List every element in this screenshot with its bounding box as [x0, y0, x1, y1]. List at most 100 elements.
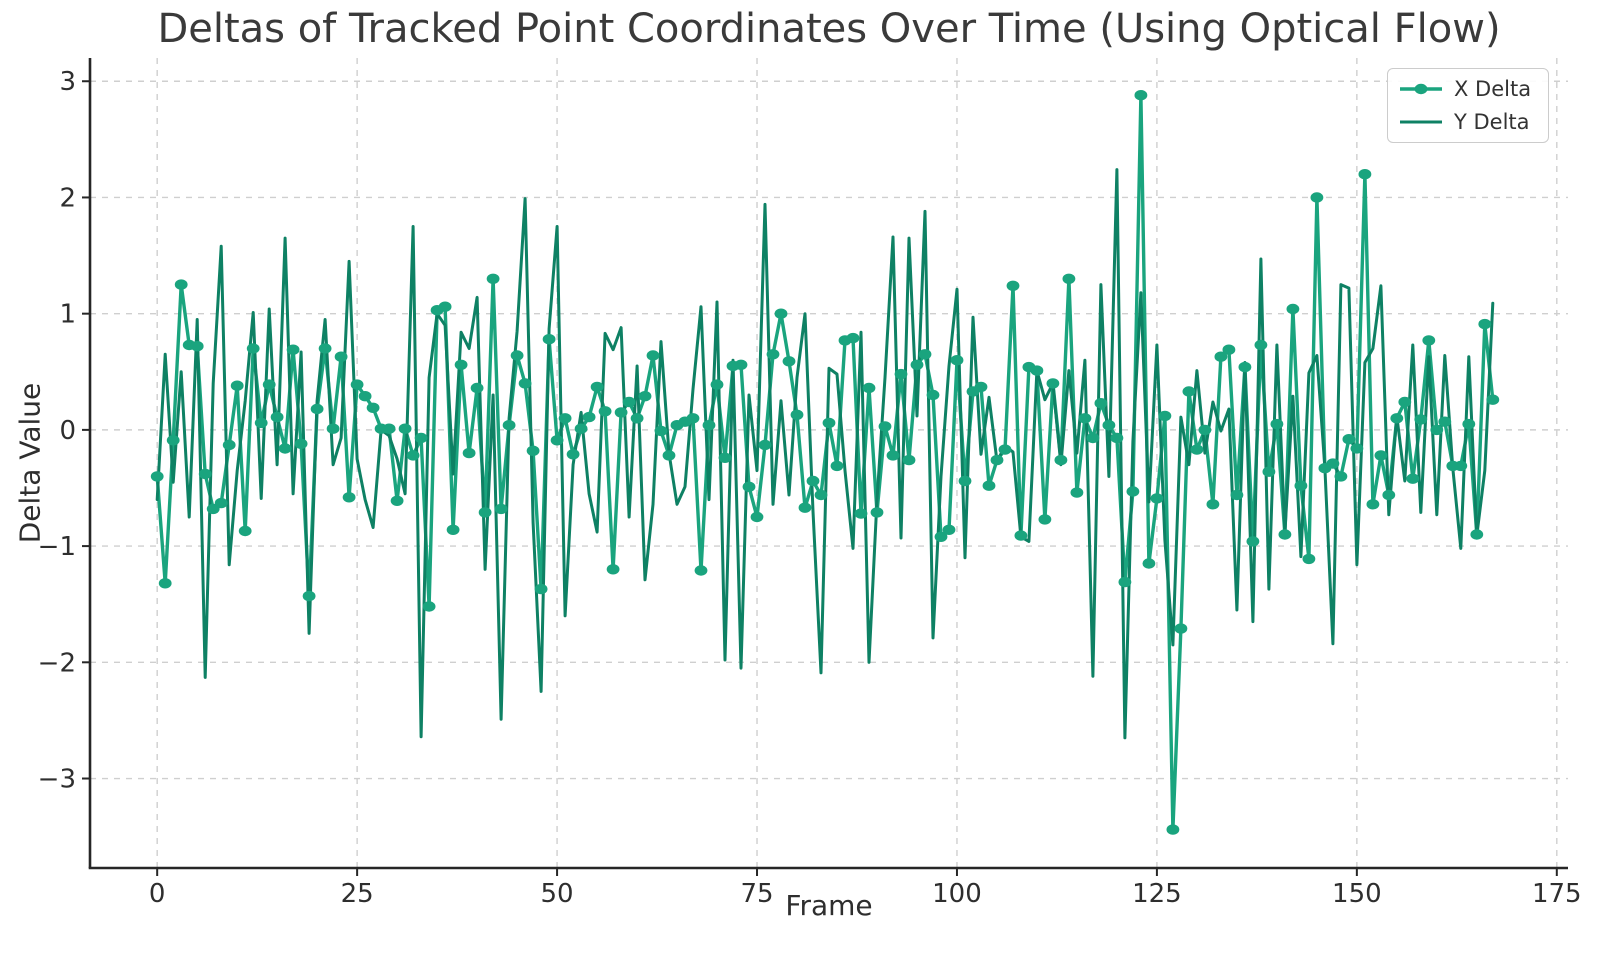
x-delta-marker	[910, 359, 924, 370]
x-delta-marker	[246, 343, 260, 354]
x-delta-marker	[366, 402, 380, 413]
x-delta-marker	[654, 425, 668, 437]
x-delta-marker	[1230, 489, 1244, 501]
x-delta-marker	[470, 382, 484, 394]
x-delta-marker	[1030, 365, 1044, 376]
x-delta-marker	[926, 389, 940, 401]
x-delta-marker	[1134, 90, 1148, 101]
x-delta-marker	[326, 423, 340, 434]
x-delta-marker	[1302, 553, 1316, 565]
x-delta-marker	[334, 351, 348, 362]
x-delta-marker	[774, 308, 788, 319]
x-delta-marker	[1118, 576, 1132, 588]
x-delta-marker	[558, 413, 572, 424]
x-delta-marker	[974, 381, 988, 393]
x-delta-marker	[622, 396, 636, 408]
x-delta-marker	[702, 420, 716, 431]
x-delta-marker	[190, 341, 204, 352]
x-delta-marker	[646, 350, 660, 361]
x-delta-marker	[534, 583, 548, 595]
x-delta-marker	[694, 565, 708, 576]
y-tick-label: 0	[59, 416, 76, 446]
x-delta-marker	[1142, 558, 1156, 569]
x-delta-marker	[982, 480, 996, 491]
x-delta-marker	[918, 349, 932, 360]
legend: X Delta Y Delta	[1387, 68, 1549, 143]
x-delta-marker	[358, 391, 372, 402]
x-delta-marker	[1006, 280, 1020, 291]
x-delta-marker	[1286, 303, 1300, 315]
x-delta-marker	[1126, 486, 1140, 497]
x-delta-marker	[302, 590, 316, 602]
y-axis-label: Delta Value	[13, 382, 47, 544]
x-delta-marker	[406, 450, 420, 461]
x-delta-marker	[1470, 529, 1484, 540]
x-delta-marker	[1294, 480, 1308, 491]
x-delta-marker	[1438, 416, 1452, 427]
x-delta-marker	[422, 601, 436, 612]
x-delta-marker	[1390, 413, 1404, 424]
x-delta-marker	[550, 435, 564, 446]
x-delta-marker	[878, 421, 892, 432]
x-delta-marker	[238, 525, 252, 537]
x-delta-marker	[478, 507, 492, 518]
x-delta-marker	[438, 301, 452, 312]
x-delta-marker	[1174, 623, 1188, 634]
x-delta-marker	[254, 417, 268, 429]
x-delta-marker	[414, 432, 428, 444]
x-delta-marker	[830, 460, 844, 472]
x-delta-marker	[1094, 398, 1108, 409]
x-delta-marker	[1046, 378, 1060, 389]
x-delta-marker	[998, 444, 1012, 455]
x-delta-marker	[1326, 458, 1340, 469]
x-delta-marker	[1430, 424, 1444, 436]
x-delta-marker	[806, 475, 820, 487]
x-delta-marker	[934, 531, 948, 542]
x-delta-marker	[1334, 471, 1348, 482]
x-delta-marker	[174, 279, 188, 290]
x-delta-marker	[1182, 386, 1196, 397]
x-delta-marker	[1150, 493, 1164, 504]
x-delta-marker	[782, 356, 796, 367]
x-delta-marker	[262, 379, 276, 390]
x-delta-marker	[542, 334, 556, 345]
x-delta-marker	[1422, 335, 1436, 346]
x-delta-marker	[582, 411, 596, 423]
x-delta-marker	[790, 409, 804, 420]
x-delta-marker	[1238, 361, 1252, 373]
x-delta-marker	[158, 578, 172, 589]
x-delta-marker	[1342, 434, 1356, 445]
x-delta-marker	[382, 423, 396, 434]
x-delta-marker	[1398, 396, 1412, 408]
x-delta-marker	[518, 378, 532, 389]
x-delta-marker	[1110, 432, 1124, 444]
x-delta-marker	[1414, 414, 1428, 425]
x-delta-marker	[870, 507, 884, 518]
x-delta-marker	[902, 454, 916, 466]
x-delta-marker	[1062, 273, 1076, 284]
y-delta-line	[155, 168, 1495, 740]
x-delta-marker	[1222, 344, 1236, 355]
x-delta-marker	[510, 350, 524, 361]
legend-label-x-delta: X Delta	[1454, 77, 1532, 102]
x-delta-marker	[798, 502, 812, 513]
x-tick-label: 150	[1332, 879, 1382, 909]
x-delta-marker	[1070, 487, 1084, 498]
x-delta-marker	[1214, 351, 1228, 362]
x-delta-marker	[662, 450, 676, 461]
x-delta-marker	[286, 344, 300, 355]
x-delta-marker	[854, 508, 868, 519]
x-delta-marker	[198, 468, 212, 480]
x-delta-marker	[150, 471, 164, 482]
x-delta-marker	[1478, 318, 1492, 330]
x-delta-marker	[350, 379, 364, 390]
x-delta-marker	[686, 413, 700, 424]
x-delta-marker	[894, 368, 908, 380]
x-delta-marker	[822, 417, 836, 429]
x-delta-marker	[230, 380, 244, 391]
x-delta-marker	[1198, 424, 1212, 436]
x-delta-marker	[958, 475, 972, 487]
chart-title: Deltas of Tracked Point Coordinates Over…	[157, 6, 1501, 52]
y-tick-label: 1	[59, 300, 76, 330]
